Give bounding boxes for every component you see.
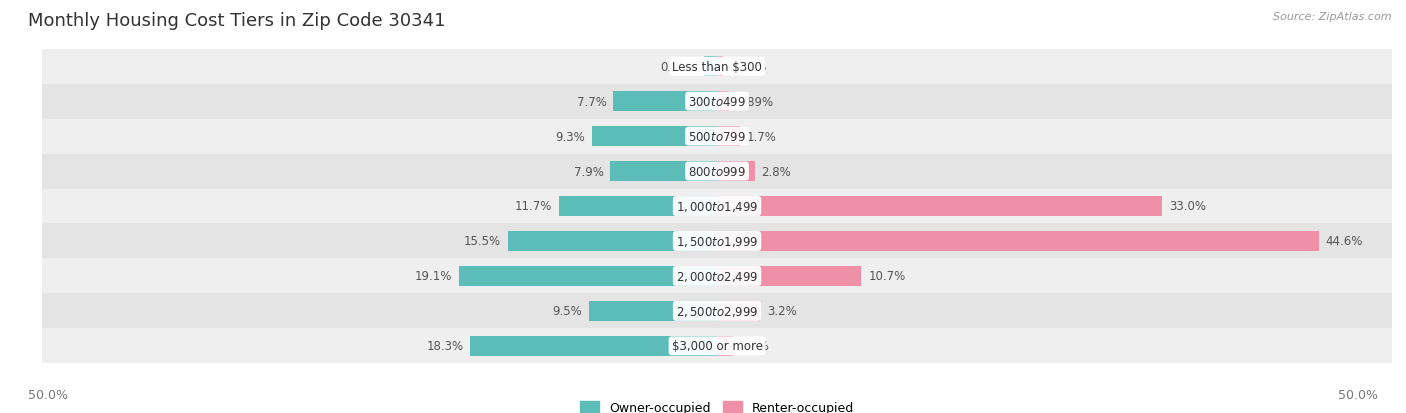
Bar <box>460 266 717 286</box>
Text: Less than $300: Less than $300 <box>672 61 762 74</box>
Bar <box>592 127 717 147</box>
Bar <box>717 301 761 321</box>
Bar <box>508 231 717 252</box>
Bar <box>717 57 723 77</box>
Text: 18.3%: 18.3% <box>426 339 464 352</box>
Text: 11.7%: 11.7% <box>515 200 553 213</box>
Bar <box>42 189 1392 224</box>
Bar <box>717 127 740 147</box>
Bar <box>560 197 717 216</box>
Text: 19.1%: 19.1% <box>415 270 453 283</box>
Bar <box>42 84 1392 119</box>
Text: 50.0%: 50.0% <box>1339 388 1378 401</box>
Text: Source: ZipAtlas.com: Source: ZipAtlas.com <box>1274 12 1392 22</box>
Text: 1.7%: 1.7% <box>747 130 776 143</box>
Text: 1.2%: 1.2% <box>740 339 770 352</box>
Text: 0.95%: 0.95% <box>661 61 697 74</box>
Bar <box>717 161 755 182</box>
Bar <box>717 231 1319 252</box>
Bar <box>717 266 862 286</box>
Bar <box>42 50 1392 84</box>
Text: 7.7%: 7.7% <box>576 95 606 108</box>
Text: 0.89%: 0.89% <box>735 95 773 108</box>
Text: 50.0%: 50.0% <box>28 388 67 401</box>
Text: $2,000 to $2,499: $2,000 to $2,499 <box>676 269 758 283</box>
Bar <box>704 57 717 77</box>
Bar <box>42 119 1392 154</box>
Text: 15.5%: 15.5% <box>464 235 501 248</box>
Bar <box>42 294 1392 329</box>
Text: $1,500 to $1,999: $1,500 to $1,999 <box>676 235 758 248</box>
Text: 3.2%: 3.2% <box>768 305 797 318</box>
Bar <box>613 92 717 112</box>
Text: $800 to $999: $800 to $999 <box>688 165 747 178</box>
Text: 10.7%: 10.7% <box>869 270 905 283</box>
Bar <box>42 154 1392 189</box>
Text: $2,500 to $2,999: $2,500 to $2,999 <box>676 304 758 318</box>
Bar <box>42 329 1392 363</box>
Bar <box>470 336 717 356</box>
Text: 9.3%: 9.3% <box>555 130 585 143</box>
Text: 9.5%: 9.5% <box>553 305 582 318</box>
Bar <box>42 259 1392 294</box>
Text: $500 to $799: $500 to $799 <box>688 130 747 143</box>
Text: $3,000 or more: $3,000 or more <box>672 339 762 352</box>
Text: Monthly Housing Cost Tiers in Zip Code 30341: Monthly Housing Cost Tiers in Zip Code 3… <box>28 12 446 30</box>
Text: $300 to $499: $300 to $499 <box>688 95 747 108</box>
Text: 2.8%: 2.8% <box>762 165 792 178</box>
Text: 0.42%: 0.42% <box>730 61 766 74</box>
Bar <box>717 336 734 356</box>
Bar <box>610 161 717 182</box>
Text: 7.9%: 7.9% <box>574 165 603 178</box>
Legend: Owner-occupied, Renter-occupied: Owner-occupied, Renter-occupied <box>581 401 853 413</box>
Bar <box>42 224 1392 259</box>
Text: 33.0%: 33.0% <box>1170 200 1206 213</box>
Bar <box>589 301 717 321</box>
Text: $1,000 to $1,499: $1,000 to $1,499 <box>676 199 758 214</box>
Bar <box>717 92 730 112</box>
Text: 44.6%: 44.6% <box>1326 235 1364 248</box>
Bar <box>717 197 1163 216</box>
